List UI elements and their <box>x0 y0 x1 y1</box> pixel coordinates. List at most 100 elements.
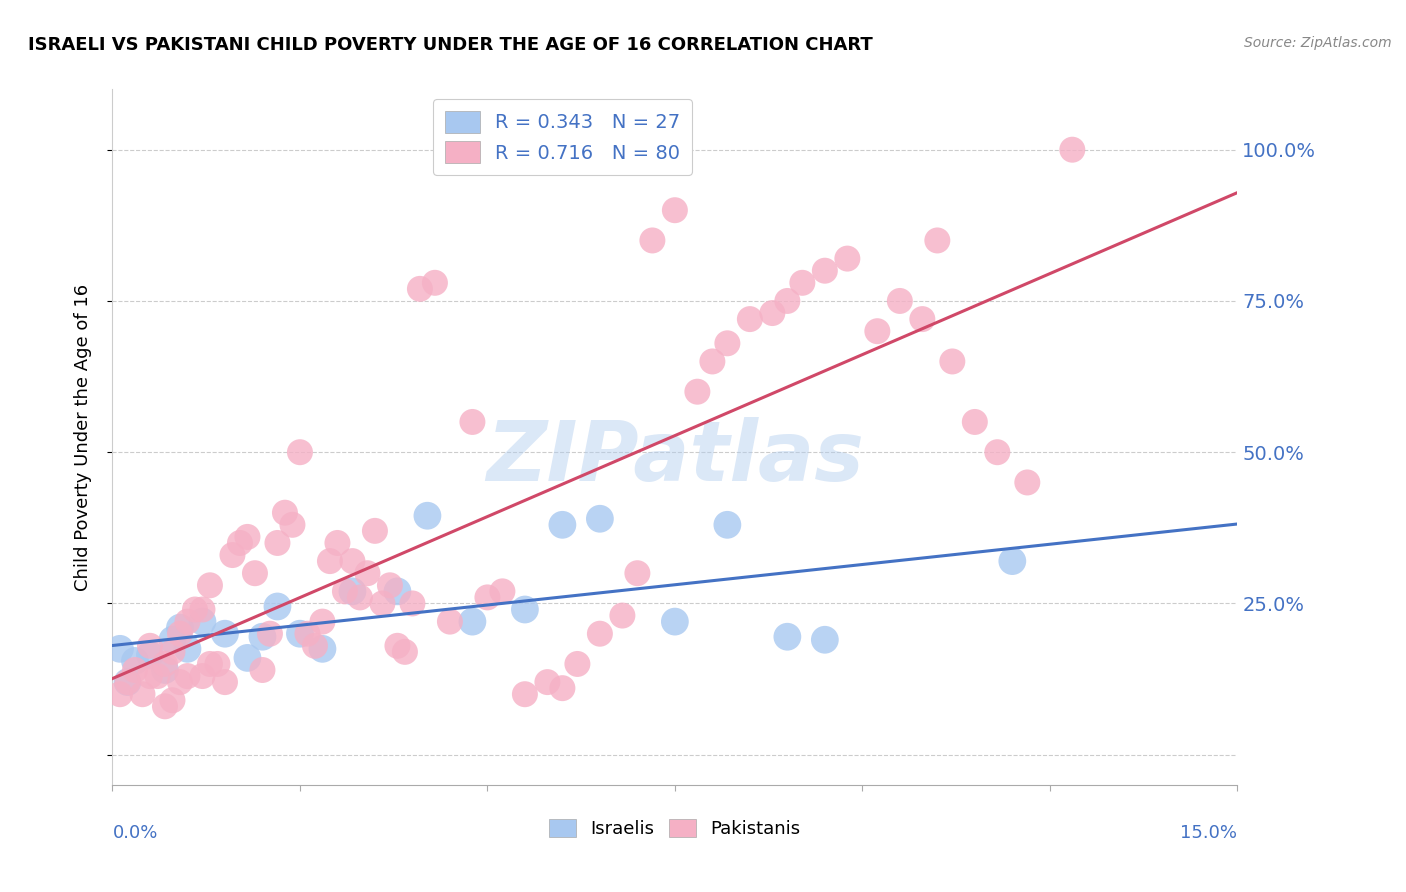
Point <box>776 293 799 308</box>
Point <box>191 669 214 683</box>
Point <box>551 517 574 532</box>
Point <box>266 536 288 550</box>
Point <box>184 602 207 616</box>
Point <box>461 615 484 629</box>
Point <box>911 312 934 326</box>
Point <box>1062 143 1084 157</box>
Point <box>416 508 439 523</box>
Point <box>686 384 709 399</box>
Point <box>319 554 342 568</box>
Point <box>176 615 198 629</box>
Point <box>889 293 911 308</box>
Point <box>814 632 837 647</box>
Point <box>814 263 837 277</box>
Point <box>664 615 686 629</box>
Point <box>513 687 536 701</box>
Point <box>176 641 198 656</box>
Point <box>169 621 191 635</box>
Y-axis label: Child Poverty Under the Age of 16: Child Poverty Under the Age of 16 <box>73 284 91 591</box>
Point <box>288 626 311 640</box>
Point <box>214 626 236 640</box>
Point <box>866 324 889 338</box>
Point <box>191 615 214 629</box>
Point <box>423 276 446 290</box>
Text: Source: ZipAtlas.com: Source: ZipAtlas.com <box>1244 36 1392 50</box>
Point <box>536 675 558 690</box>
Point <box>236 530 259 544</box>
Point <box>198 657 221 671</box>
Point <box>963 415 986 429</box>
Point <box>394 645 416 659</box>
Legend: Israelis, Pakistanis: Israelis, Pakistanis <box>541 812 808 846</box>
Point <box>176 669 198 683</box>
Point <box>664 203 686 218</box>
Point <box>259 626 281 640</box>
Point <box>477 591 499 605</box>
Point <box>297 626 319 640</box>
Point <box>401 597 423 611</box>
Point <box>124 663 146 677</box>
Point <box>288 445 311 459</box>
Point <box>641 234 664 248</box>
Point <box>776 630 799 644</box>
Point <box>761 306 783 320</box>
Point <box>139 648 162 662</box>
Point <box>589 512 612 526</box>
Point <box>207 657 229 671</box>
Point <box>311 615 333 629</box>
Point <box>461 415 484 429</box>
Point <box>387 639 409 653</box>
Point <box>409 282 432 296</box>
Point <box>229 536 252 550</box>
Point <box>139 639 162 653</box>
Point <box>214 675 236 690</box>
Point <box>139 669 162 683</box>
Point <box>349 591 371 605</box>
Text: 15.0%: 15.0% <box>1180 824 1237 842</box>
Point <box>513 602 536 616</box>
Point <box>274 506 297 520</box>
Point <box>1017 475 1039 490</box>
Point <box>162 632 184 647</box>
Point <box>117 675 139 690</box>
Point <box>356 566 378 581</box>
Point <box>153 657 176 671</box>
Point <box>333 584 356 599</box>
Point <box>169 675 191 690</box>
Point <box>702 354 724 368</box>
Point <box>941 354 963 368</box>
Point <box>311 641 333 656</box>
Point <box>738 312 761 326</box>
Point <box>162 645 184 659</box>
Point <box>371 597 394 611</box>
Point <box>221 548 243 562</box>
Point <box>108 687 131 701</box>
Point <box>146 669 169 683</box>
Point <box>169 626 191 640</box>
Text: 0.0%: 0.0% <box>112 824 157 842</box>
Point <box>153 699 176 714</box>
Point <box>551 681 574 695</box>
Point <box>589 626 612 640</box>
Point <box>266 599 288 614</box>
Point <box>387 584 409 599</box>
Point <box>117 675 139 690</box>
Point <box>986 445 1008 459</box>
Point <box>342 554 364 568</box>
Point <box>252 630 274 644</box>
Point <box>716 517 738 532</box>
Point <box>491 584 513 599</box>
Point <box>567 657 589 671</box>
Point <box>326 536 349 550</box>
Point <box>124 654 146 668</box>
Point <box>927 234 949 248</box>
Point <box>837 252 859 266</box>
Text: ISRAELI VS PAKISTANI CHILD POVERTY UNDER THE AGE OF 16 CORRELATION CHART: ISRAELI VS PAKISTANI CHILD POVERTY UNDER… <box>28 36 873 54</box>
Point <box>716 336 738 351</box>
Point <box>439 615 461 629</box>
Point <box>342 584 364 599</box>
Point <box>1001 554 1024 568</box>
Point <box>378 578 401 592</box>
Point <box>198 578 221 592</box>
Point <box>792 276 814 290</box>
